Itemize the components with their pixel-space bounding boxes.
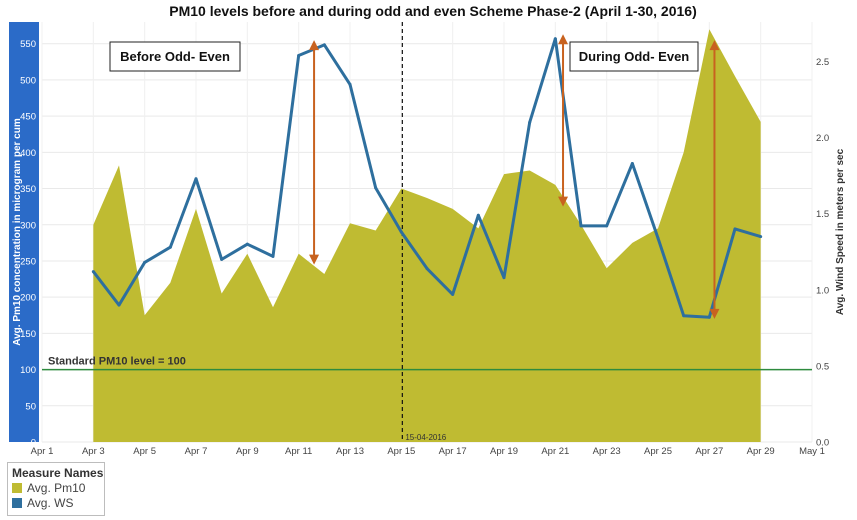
chart-title: PM10 levels before and during odd and ev… — [169, 3, 697, 19]
y-tick-left-label: 350 — [20, 184, 36, 195]
annotation-during-box — [569, 41, 699, 72]
ws-point — [476, 213, 480, 217]
y-tick-left-label: 50 — [25, 401, 36, 412]
annotation-during-text: During Odd- Even — [579, 49, 690, 64]
annotation-during: During Odd- Even — [569, 41, 699, 72]
y-tick-left-label: 450 — [20, 112, 36, 123]
ws-point — [117, 303, 121, 307]
ws-point — [579, 224, 583, 228]
arrow-head-bottom — [558, 196, 569, 207]
ws-point — [194, 177, 198, 181]
y-tick-right-label: 2.0 — [816, 133, 829, 144]
y-ticks-left: 0 50 100 150 200 250 300 350 400 450 500 550 — [20, 39, 36, 448]
legend-label-ws: Avg. WS — [27, 496, 74, 510]
ws-points — [91, 37, 763, 319]
x-tick-label: Apr 29 — [747, 446, 775, 457]
y-tick-left-label: 0 — [31, 438, 36, 449]
ws-point — [168, 245, 172, 249]
pm10-area — [93, 29, 761, 442]
y-axis-label-left: Avg. Pm10 concentration in microgram per… — [12, 118, 23, 346]
y-tick-left-label: 150 — [20, 329, 36, 340]
ws-point — [553, 37, 557, 41]
ws-point — [143, 260, 147, 264]
ws-point — [297, 53, 301, 57]
x-tick-label: Apr 17 — [439, 446, 467, 457]
ws-point — [399, 230, 403, 234]
ws-point — [605, 224, 609, 228]
x-tick-label: Apr 21 — [541, 446, 569, 457]
y-tick-right-label: 1.5 — [816, 209, 829, 220]
ws-point — [656, 236, 660, 240]
legend-title: Measure Names — [12, 466, 104, 480]
annotation-before-box — [109, 41, 241, 72]
ws-point — [630, 162, 634, 166]
x-tick-label: Apr 5 — [133, 446, 156, 457]
x-tick-label: Apr 15 — [387, 446, 415, 457]
x-tick-label: Apr 13 — [336, 446, 364, 457]
y-tick-left-label: 300 — [20, 220, 36, 231]
ws-point — [91, 270, 95, 274]
y-tick-left-label: 550 — [20, 39, 36, 50]
y-tick-right-label: 2.5 — [816, 57, 829, 68]
annotation-before-text: Before Odd- Even — [120, 49, 230, 64]
legend: Measure Names Avg. Pm10 Avg. WS — [7, 462, 105, 516]
y-tick-right-label: 1.0 — [816, 285, 829, 296]
ws-point — [220, 257, 224, 261]
ws-point — [425, 267, 429, 271]
ws-point — [733, 227, 737, 231]
divider-label: 15-04-2016 — [405, 433, 446, 442]
ws-point — [374, 186, 378, 190]
pm10-points — [93, 29, 761, 316]
y-tick-right-label: 0.0 — [816, 438, 829, 449]
x-tick-label: Apr 27 — [695, 446, 723, 457]
arrow-head-top — [709, 40, 720, 51]
y-tick-left-label: 400 — [20, 148, 36, 159]
x-tick-label: Apr 9 — [236, 446, 259, 457]
annotation-before: Before Odd- Even — [109, 41, 241, 72]
y-tick-right-label: 0.5 — [816, 361, 829, 372]
ws-point — [348, 82, 352, 86]
y-tick-left-label: 100 — [20, 365, 36, 376]
x-ticks: Apr 1 Apr 3 Apr 5 Apr 7 Apr 9 Apr 11 Apr 13 Apr… — [31, 446, 825, 457]
ws-point — [451, 292, 455, 296]
ws-point — [759, 235, 763, 239]
y-ticks-right: 0.0 0.5 1.0 1.5 2.0 2.5 — [816, 57, 829, 448]
x-tick-label: Apr 19 — [490, 446, 518, 457]
legend-swatch-ws — [12, 498, 22, 508]
ws-point — [682, 314, 686, 318]
x-tick-label: Apr 7 — [185, 446, 208, 457]
x-tick-label: Apr 23 — [593, 446, 621, 457]
x-tick-label: Apr 3 — [82, 446, 105, 457]
left-axis-band — [9, 22, 39, 442]
standard-pm10-label: Standard PM10 level = 100 — [48, 356, 186, 368]
x-tick-label: Apr 1 — [31, 446, 54, 457]
ws-point — [271, 254, 275, 258]
arrow-head-top — [309, 40, 320, 51]
arrow-head-bottom — [309, 254, 320, 265]
legend-label-pm10: Avg. Pm10 — [27, 481, 86, 495]
ws-point — [528, 120, 532, 124]
x-tick-label: Apr 11 — [285, 446, 312, 457]
y-axis-label-right: Avg. Wind Speed in meters per sec — [835, 148, 846, 315]
legend-swatch-pm10 — [12, 483, 22, 493]
ws-point — [707, 315, 711, 319]
ws-point — [245, 242, 249, 246]
legend-item-pm10: Avg. Pm10 — [8, 480, 104, 495]
y-tick-left-label: 500 — [20, 75, 36, 86]
x-tick-label: May 1 — [799, 446, 825, 457]
ws-point — [322, 43, 326, 47]
legend-item-ws: Avg. WS — [8, 495, 104, 510]
x-tick-label: Apr 25 — [644, 446, 672, 457]
y-tick-left-label: 250 — [20, 256, 36, 267]
arrow-head-top — [558, 34, 569, 45]
y-tick-left-label: 200 — [20, 293, 36, 304]
ws-point — [502, 276, 506, 280]
arrow-head-bottom — [709, 308, 720, 319]
arrows — [309, 34, 720, 319]
